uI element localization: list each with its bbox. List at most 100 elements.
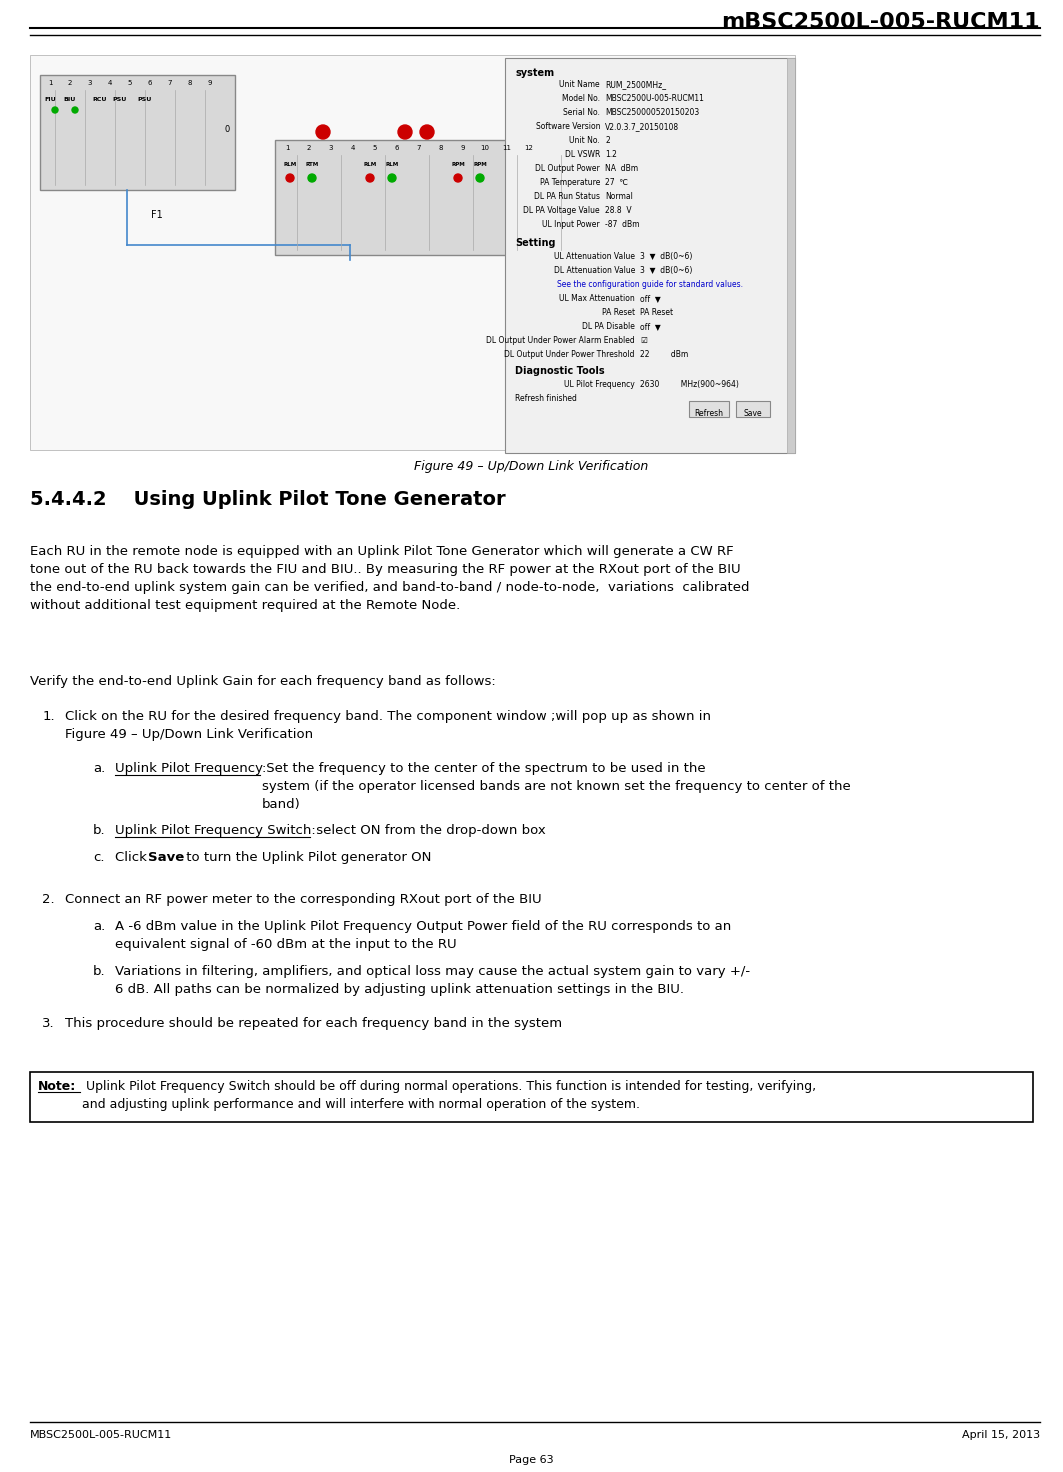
Text: system: system — [514, 68, 554, 78]
Text: Connect an RF power meter to the corresponding RXout port of the BIU: Connect an RF power meter to the corresp… — [65, 894, 542, 905]
Text: This procedure should be repeated for each frequency band in the system: This procedure should be repeated for ea… — [65, 1017, 562, 1030]
Text: Variations in filtering, amplifiers, and optical loss may cause the actual syste: Variations in filtering, amplifiers, and… — [115, 966, 750, 997]
Text: Serial No.: Serial No. — [563, 107, 600, 116]
Text: Each RU in the remote node is equipped with an Uplink Pilot Tone Generator which: Each RU in the remote node is equipped w… — [30, 545, 749, 612]
Text: c.: c. — [94, 851, 105, 864]
Text: PA Temperature: PA Temperature — [540, 178, 600, 187]
Text: DL PA Run Status: DL PA Run Status — [534, 191, 600, 202]
Text: 2: 2 — [307, 146, 311, 152]
Text: UL Attenuation Value: UL Attenuation Value — [554, 252, 635, 261]
Text: UL Input Power: UL Input Power — [542, 219, 600, 230]
Text: UL Pilot Frequency: UL Pilot Frequency — [564, 380, 635, 389]
Text: 8: 8 — [439, 146, 443, 152]
Text: 5: 5 — [128, 79, 132, 85]
Text: a.: a. — [92, 920, 105, 933]
Text: 3  ▼  dB(0~6): 3 ▼ dB(0~6) — [640, 252, 692, 261]
Text: V2.0.3.7_20150108: V2.0.3.7_20150108 — [605, 122, 679, 131]
Text: RCU: RCU — [92, 97, 107, 102]
Text: Set the frequency to the center of the spectrum to be used in the
system (if the: Set the frequency to the center of the s… — [261, 762, 850, 811]
Text: 6: 6 — [148, 79, 152, 85]
Text: 9: 9 — [207, 79, 213, 85]
Text: 5: 5 — [373, 146, 377, 152]
Text: 2.: 2. — [43, 894, 55, 905]
Text: Setting: Setting — [514, 238, 556, 247]
Text: Note:: Note: — [38, 1080, 77, 1094]
Text: BIU: BIU — [64, 97, 77, 102]
Text: DL PA Disable: DL PA Disable — [583, 322, 635, 331]
Text: -87  dBm: -87 dBm — [605, 219, 640, 230]
Text: Refresh: Refresh — [694, 409, 724, 418]
Text: MBSC250000520150203: MBSC250000520150203 — [605, 107, 699, 116]
Text: 8: 8 — [188, 79, 192, 85]
Text: F1: F1 — [151, 210, 163, 219]
FancyBboxPatch shape — [275, 140, 550, 255]
Text: Click on the RU for the desired frequency band. The component window ;will pop u: Click on the RU for the desired frequenc… — [65, 710, 711, 740]
Text: Page 63: Page 63 — [509, 1454, 554, 1465]
Text: 12: 12 — [524, 146, 534, 152]
Text: PSU: PSU — [113, 97, 128, 102]
Text: off  ▼: off ▼ — [640, 294, 661, 303]
Text: Diagnostic Tools: Diagnostic Tools — [514, 367, 605, 375]
Text: Refresh finished: Refresh finished — [514, 394, 577, 403]
Text: PA Reset: PA Reset — [640, 308, 673, 316]
Text: 3: 3 — [88, 79, 92, 85]
Text: 28.8  V: 28.8 V — [605, 206, 631, 215]
Text: select ON from the drop-down box: select ON from the drop-down box — [313, 824, 545, 838]
Text: RTM: RTM — [305, 162, 319, 166]
Text: 1: 1 — [48, 79, 52, 85]
Text: Figure 49 – Up/Down Link Verification: Figure 49 – Up/Down Link Verification — [414, 459, 648, 473]
FancyBboxPatch shape — [40, 75, 235, 190]
Text: MBSC2500U-005-RUCM11: MBSC2500U-005-RUCM11 — [605, 94, 704, 103]
Text: Click: Click — [115, 851, 151, 864]
Circle shape — [286, 174, 294, 183]
Text: RPM: RPM — [451, 162, 465, 166]
Text: mBSC2500L-005-RUCM11: mBSC2500L-005-RUCM11 — [722, 12, 1040, 32]
Text: 9: 9 — [460, 146, 466, 152]
Text: April 15, 2013: April 15, 2013 — [962, 1429, 1040, 1440]
Text: lC: lC — [424, 130, 431, 134]
Text: 7: 7 — [168, 79, 172, 85]
Text: RLM: RLM — [386, 162, 399, 166]
Circle shape — [52, 107, 58, 113]
Text: RLM: RLM — [284, 162, 297, 166]
Text: NA  dBm: NA dBm — [605, 163, 638, 174]
Text: DL PA Voltage Value: DL PA Voltage Value — [523, 206, 600, 215]
Text: A -6 dBm value in the Uplink Pilot Frequency Output Power field of the RU corres: A -6 dBm value in the Uplink Pilot Frequ… — [115, 920, 731, 951]
Text: 3.: 3. — [43, 1017, 55, 1030]
Text: MBSC2500L-005-RUCM11: MBSC2500L-005-RUCM11 — [30, 1429, 172, 1440]
Text: lC: lC — [320, 130, 326, 134]
Text: RPM: RPM — [473, 162, 487, 166]
Text: 4: 4 — [351, 146, 355, 152]
Text: off  ▼: off ▼ — [640, 322, 661, 331]
Text: DL Output Power: DL Output Power — [536, 163, 600, 174]
Text: UL Max Attenuation: UL Max Attenuation — [559, 294, 635, 303]
Circle shape — [366, 174, 374, 183]
Text: 5.4.4.2    Using Uplink Pilot Tone Generator: 5.4.4.2 Using Uplink Pilot Tone Generato… — [30, 490, 506, 509]
Text: Verify the end-to-end Uplink Gain for each frequency band as follows:: Verify the end-to-end Uplink Gain for ea… — [30, 676, 495, 687]
Circle shape — [308, 174, 316, 183]
Text: Uplink Pilot Frequency:: Uplink Pilot Frequency: — [115, 762, 267, 774]
Text: 11: 11 — [503, 146, 511, 152]
Text: 6: 6 — [394, 146, 400, 152]
Text: 0: 0 — [224, 125, 230, 134]
Text: 1.: 1. — [43, 710, 55, 723]
Text: PSU: PSU — [138, 97, 152, 102]
Circle shape — [398, 125, 412, 138]
Text: See the configuration guide for standard values.: See the configuration guide for standard… — [557, 280, 743, 289]
Text: a.: a. — [92, 762, 105, 774]
Text: DL Output Under Power Threshold: DL Output Under Power Threshold — [505, 350, 635, 359]
Text: 3: 3 — [328, 146, 333, 152]
FancyBboxPatch shape — [30, 1072, 1033, 1122]
Circle shape — [454, 174, 462, 183]
Text: 2: 2 — [68, 79, 72, 85]
Text: Save: Save — [148, 851, 184, 864]
Text: Normal: Normal — [605, 191, 632, 202]
Circle shape — [476, 174, 484, 183]
Text: to turn the Uplink Pilot generator ON: to turn the Uplink Pilot generator ON — [182, 851, 432, 864]
Text: b.: b. — [92, 824, 105, 838]
Text: 1: 1 — [285, 146, 289, 152]
Text: PA Reset: PA Reset — [602, 308, 635, 316]
Text: 27  ℃: 27 ℃ — [605, 178, 628, 187]
Text: 10: 10 — [480, 146, 489, 152]
FancyBboxPatch shape — [736, 400, 770, 417]
